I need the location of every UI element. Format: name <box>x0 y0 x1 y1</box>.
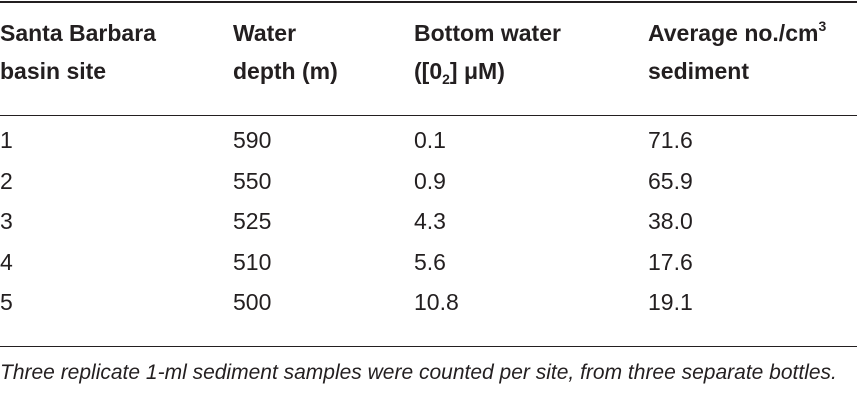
table-row: 4 510 5.6 17.6 <box>0 243 857 281</box>
table-row: 3 525 4.3 38.0 <box>0 202 857 240</box>
header-site: Santa Barbara basin site <box>0 14 156 90</box>
header-average-line2: sediment <box>648 58 749 84</box>
cell-site: 5 <box>0 289 13 315</box>
header-depth-line2: depth (m) <box>233 58 338 84</box>
header-oxygen-line2: ([02] μM) <box>414 52 561 90</box>
cell-site: 1 <box>0 127 13 153</box>
cell-site: 2 <box>0 168 13 194</box>
header-average-superscript: 3 <box>818 18 827 34</box>
header-average-line1: Average no./cm3 <box>648 14 826 52</box>
cell-site: 3 <box>0 208 13 234</box>
cell-oxygen: 4.3 <box>414 208 446 234</box>
cell-site: 4 <box>0 249 13 275</box>
cell-depth: 525 <box>233 208 272 234</box>
cell-oxygen: 10.8 <box>414 289 459 315</box>
cell-average: 17.6 <box>648 249 693 275</box>
header-oxygen: Bottom water ([02] μM) <box>414 14 561 90</box>
table-footnote: Three replicate 1-ml sediment samples we… <box>0 361 837 384</box>
cell-average: 19.1 <box>648 289 693 315</box>
header-average-pre: Average no./cm <box>648 20 819 46</box>
table-row: 2 550 0.9 65.9 <box>0 162 857 200</box>
header-average: Average no./cm3 sediment <box>648 14 826 90</box>
cell-oxygen: 5.6 <box>414 249 446 275</box>
cell-oxygen: 0.1 <box>414 127 446 153</box>
cell-average: 71.6 <box>648 127 693 153</box>
table-row: 5 500 10.8 19.1 <box>0 283 857 321</box>
cell-depth: 500 <box>233 289 272 315</box>
cell-depth: 590 <box>233 127 272 153</box>
header-depth: Water depth (m) <box>233 14 338 90</box>
header-oxygen-line1: Bottom water <box>414 20 561 46</box>
cell-average: 65.9 <box>648 168 693 194</box>
cell-depth: 550 <box>233 168 272 194</box>
cell-depth: 510 <box>233 249 272 275</box>
header-rule <box>0 115 857 116</box>
cell-average: 38.0 <box>648 208 693 234</box>
header-site-line2: basin site <box>0 58 107 84</box>
table-top-rule <box>0 1 857 3</box>
table-row: 1 590 0.1 71.6 <box>0 121 857 159</box>
header-depth-line1: Water <box>233 20 297 46</box>
header-oxygen-subscript: 2 <box>442 71 450 87</box>
cell-oxygen: 0.9 <box>414 168 446 194</box>
header-oxygen-post: ] μM) <box>449 58 505 84</box>
header-oxygen-pre: ([0 <box>414 58 443 84</box>
table-bottom-rule <box>0 346 857 347</box>
header-site-line1: Santa Barbara <box>0 20 156 46</box>
